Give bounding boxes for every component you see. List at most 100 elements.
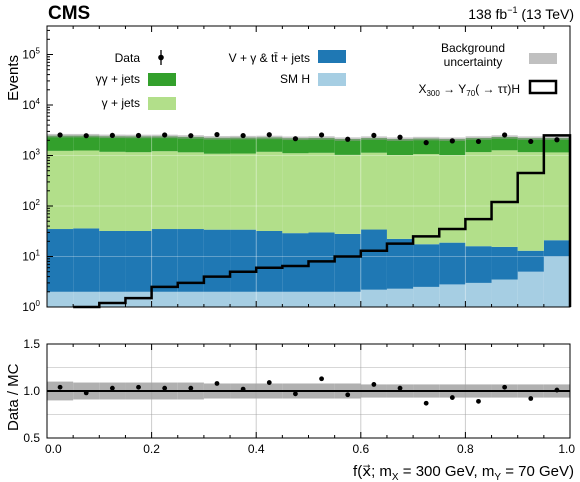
- stack-bar-2-4: [151, 151, 178, 230]
- stack-bar-2-19: [543, 152, 570, 241]
- stack-bar-1-16: [465, 246, 492, 283]
- data-point-5: [188, 133, 194, 139]
- upper-tick-label-2: 102: [22, 198, 40, 213]
- stack-bar-3-0: [47, 135, 74, 151]
- stack-bar-2-3: [125, 152, 152, 231]
- x-axis-label: f(x⃗; mX = 300 GeV, mY = 70 GeV): [353, 463, 574, 482]
- stack-bar-2-12: [360, 152, 387, 230]
- ratio-points: [57, 376, 560, 406]
- stack-bar-1-11: [334, 233, 361, 292]
- stack-bar-0-0: [47, 291, 74, 307]
- lower-x-tick-label-5: 1.0: [558, 442, 575, 456]
- data-point-14: [423, 140, 429, 146]
- signal-histogram: [73, 134, 572, 309]
- legend-vgamma-swatch: [318, 50, 346, 63]
- lumi-exponent: −1: [507, 5, 517, 15]
- data-point-11: [345, 136, 351, 142]
- stack-bar-0-9: [282, 291, 309, 307]
- ratio-panel: 0.5 1.0 1.5 0.0 0.2 0.4 0.6 0.8 1.0 Data / MC f(…: [5, 337, 575, 482]
- stack-bar-3-9: [282, 138, 309, 154]
- ratio-point-12: [371, 382, 377, 387]
- stack-bar-3-14: [413, 138, 440, 155]
- ratio-point-18: [528, 396, 534, 401]
- lower-y-tick-label-1: 1.0: [23, 384, 40, 398]
- uncertainty-bin-18: [517, 136, 544, 140]
- lower-y-tick-label-2: 1.5: [23, 337, 40, 351]
- upper-tick-label-0: 100: [22, 299, 40, 314]
- distribution-panel: 100 101 102 103 104 105 Data γγ + jets γ + je…: [5, 25, 572, 314]
- ratio-point-1: [83, 390, 89, 396]
- data-point-9: [292, 136, 299, 142]
- upper-tick-label-3: 103: [22, 148, 40, 163]
- data-point-18: [528, 138, 534, 145]
- stack-bar-1-12: [360, 229, 387, 290]
- stack-bar-0-3: [125, 291, 152, 307]
- stack-bar-3-6: [203, 137, 231, 154]
- ratio-point-13: [397, 385, 403, 391]
- data-point-3: [135, 132, 142, 139]
- stack-bar-3-16: [465, 137, 492, 153]
- stack-bar-0-2: [99, 291, 126, 307]
- stack-bar-1-5: [177, 229, 204, 292]
- stack-bar-1-4: [151, 229, 178, 292]
- ratio-point-5: [188, 385, 194, 391]
- stack-bar-1-8: [256, 230, 283, 292]
- stack-bar-2-6: [203, 153, 231, 230]
- stack-bar-1-14: [413, 244, 440, 287]
- stack-bar-0-17: [491, 279, 518, 307]
- legend-smh-swatch: [318, 73, 346, 86]
- stack-bar-2-18: [517, 152, 544, 251]
- stack-bar-3-5: [177, 136, 204, 153]
- stack-bar-3-19: [543, 138, 570, 153]
- legend-gamma-label: γ + jets: [102, 96, 140, 110]
- data-points: [57, 131, 560, 146]
- uncertainty-bin-8: [256, 135, 283, 140]
- stack-bar-0-18: [517, 271, 544, 307]
- ratio-point-7: [240, 386, 246, 392]
- legend-data-marker: [158, 50, 164, 65]
- legend-smh-label: SM H: [280, 72, 310, 86]
- stack-bar-3-15: [439, 139, 466, 156]
- data-point-16: [475, 138, 482, 145]
- data-point-17: [502, 132, 508, 138]
- stack-bar-1-9: [282, 233, 309, 292]
- ratio-point-3: [136, 384, 141, 390]
- legend-uncertainty-swatch: [529, 53, 557, 64]
- stack-bar-2-14: [413, 154, 440, 245]
- uncertainty-bin-10: [308, 136, 335, 140]
- stack-bar-2-1: [73, 150, 100, 229]
- data-point-7: [240, 132, 246, 139]
- stack-bar-0-13: [386, 288, 414, 307]
- legend-signal-label: X300 → Y70( → ττ)H: [418, 82, 520, 98]
- lower-x-tick-label-2: 0.4: [248, 442, 265, 456]
- stack-bar-3-10: [308, 137, 335, 153]
- data-point-12: [371, 132, 377, 139]
- stack-bar-2-5: [177, 152, 204, 230]
- data-point-1: [83, 133, 89, 139]
- background-stack: [47, 135, 570, 307]
- ratio-point-16: [476, 398, 481, 404]
- stack-bar-3-18: [517, 138, 544, 153]
- legend-vgamma-label: V + γ & tt̄ + jets: [229, 51, 310, 65]
- legend-data-label: Data: [115, 51, 141, 65]
- upper-y-axis-label: Events: [5, 55, 22, 101]
- luminosity-label: 138 fb−1 (13 TeV): [468, 5, 574, 22]
- upper-tick-label-4: 104: [22, 97, 40, 112]
- cms-label: CMS: [48, 3, 90, 24]
- stack-bar-3-13: [386, 139, 414, 156]
- ratio-point-4: [162, 385, 168, 391]
- stack-bar-1-2: [99, 230, 126, 292]
- stack-bar-0-4: [151, 291, 178, 307]
- stack-bar-3-11: [334, 139, 361, 155]
- energy-label: (13 TeV): [517, 6, 574, 22]
- ratio-point-14: [423, 400, 429, 406]
- ratio-point-11: [345, 392, 351, 398]
- lower-y-tick-label-0: 0.5: [23, 431, 40, 445]
- stack-bar-1-3: [125, 230, 152, 292]
- ratio-point-19: [554, 387, 560, 393]
- lower-x-tick-label-0: 0.0: [45, 442, 62, 456]
- stack-bar-2-17: [491, 150, 518, 247]
- legend-gammagamma-swatch: [148, 73, 176, 86]
- stack-bar-1-1: [73, 228, 100, 292]
- data-point-6: [214, 131, 220, 138]
